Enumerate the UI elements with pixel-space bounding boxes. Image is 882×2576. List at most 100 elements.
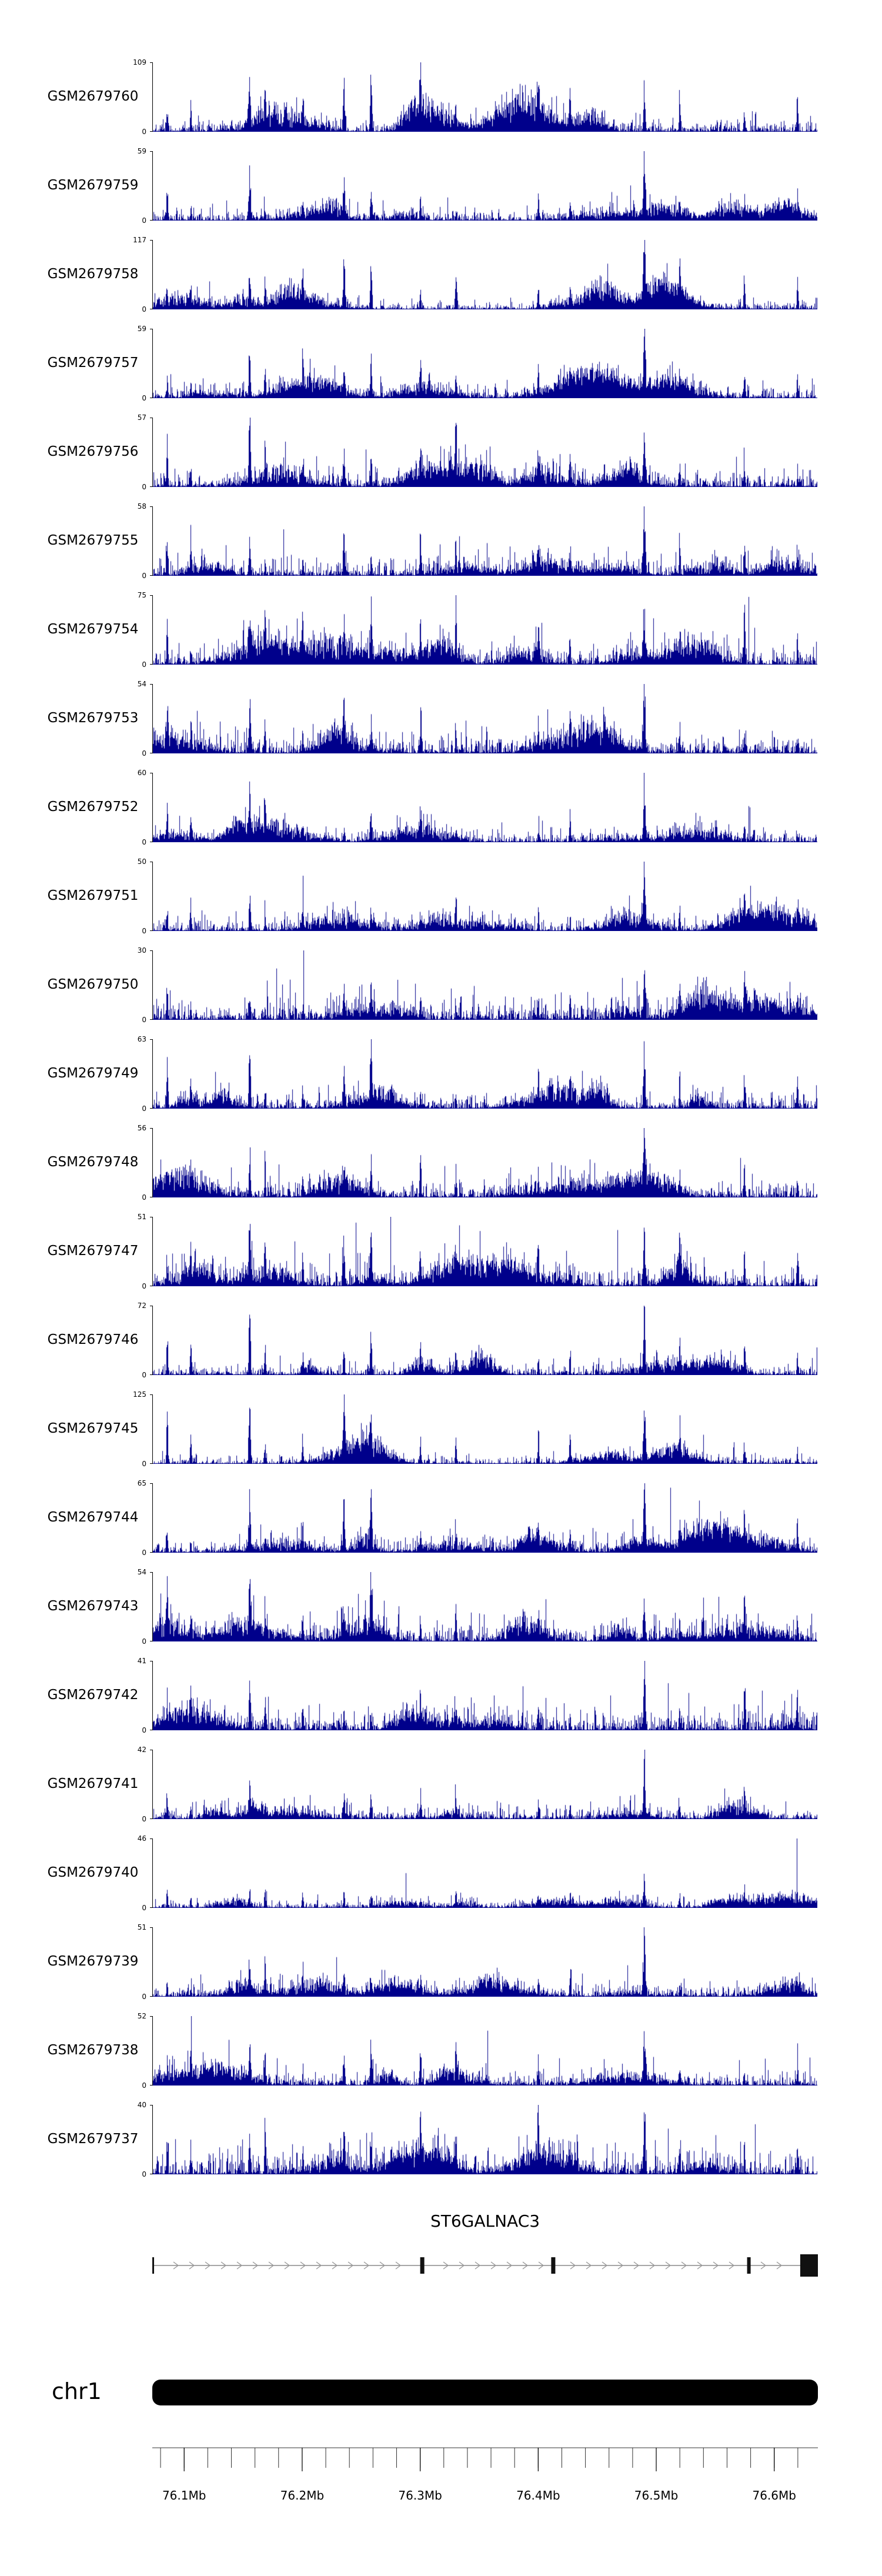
track-plot-area: 57 0 <box>138 413 818 491</box>
y-axis-max-label: 60 <box>137 769 146 777</box>
y-axis-top-tick <box>150 151 152 152</box>
track-plot-area: 54 0 <box>138 1568 818 1646</box>
y-axis-line <box>152 862 153 931</box>
track-plot-area: 52 0 <box>138 2012 818 2090</box>
strand-arrow-icon <box>268 2261 275 2270</box>
y-axis-line <box>152 773 153 842</box>
y-axis-bottom-tick <box>150 220 152 221</box>
strand-arrow-icon <box>395 2261 402 2270</box>
track-plot-area: 46 0 <box>138 1834 818 1912</box>
sample-track-label: GSM2679756 <box>47 444 139 459</box>
y-axis-max-label: 41 <box>137 1657 146 1665</box>
coverage-signal-canvas <box>153 1750 817 1819</box>
strand-arrow-icon <box>252 2261 259 2270</box>
strand-arrow-icon <box>681 2261 687 2270</box>
y-axis-line <box>152 2016 153 2086</box>
data-track-row: GSM2679753 54 0 <box>0 680 882 773</box>
y-axis-line <box>152 1572 153 1641</box>
strand-arrow-icon <box>300 2261 306 2270</box>
strand-arrow-icon <box>348 2261 354 2270</box>
y-axis-max-label: 51 <box>137 1923 146 1931</box>
y-axis-zero-label: 0 <box>142 1282 146 1290</box>
y-axis-max-label: 30 <box>137 946 146 955</box>
y-axis-bottom-tick <box>150 1463 152 1464</box>
y-axis-top-tick <box>150 2016 152 2017</box>
coverage-signal-canvas <box>153 862 817 931</box>
axis-tick-label: 76.5Mb <box>634 2488 678 2502</box>
y-axis-line <box>152 240 153 309</box>
y-axis-line <box>152 1217 153 1286</box>
strand-arrow-icon <box>475 2261 481 2270</box>
y-axis-line <box>152 684 153 753</box>
track-plot-area: 72 0 <box>138 1302 818 1379</box>
y-axis-max-label: 58 <box>137 502 146 510</box>
strand-arrow-icon <box>363 2261 370 2270</box>
y-axis-line <box>152 1838 153 1908</box>
gene-exon <box>420 2257 425 2274</box>
sample-track-label: GSM2679757 <box>47 355 139 371</box>
data-track-row: GSM2679755 58 0 <box>0 502 882 595</box>
track-plot-area: 54 0 <box>138 680 818 758</box>
track-plot-area: 59 0 <box>138 147 818 225</box>
data-track-row: GSM2679739 51 0 <box>0 1923 882 2016</box>
data-track-row: GSM2679741 42 0 <box>0 1746 882 1838</box>
y-axis-max-label: 56 <box>137 1124 146 1132</box>
track-plot-area: 41 0 <box>138 1657 818 1734</box>
coverage-signal-canvas <box>153 595 817 665</box>
data-track-row: GSM2679758 117 0 <box>0 236 882 329</box>
strand-arrow-icon <box>665 2261 671 2270</box>
strand-arrow-icon <box>633 2261 640 2270</box>
y-axis-line <box>152 2105 153 2174</box>
y-axis-zero-label: 0 <box>142 305 146 313</box>
sample-track-label: GSM2679740 <box>47 1865 139 1880</box>
sample-track-label: GSM2679750 <box>47 977 139 992</box>
y-axis-top-tick <box>150 595 152 596</box>
y-axis-max-label: 65 <box>137 1479 146 1487</box>
y-axis-max-label: 117 <box>133 236 146 244</box>
coverage-signal-canvas <box>153 1483 817 1553</box>
y-axis-top-tick <box>150 1927 152 1928</box>
gene-exon <box>747 2257 751 2274</box>
strand-arrow-icon <box>236 2261 243 2270</box>
y-axis-bottom-tick <box>150 575 152 576</box>
axis-tick-label: 76.4Mb <box>516 2488 560 2502</box>
sample-track-label: GSM2679754 <box>47 622 139 637</box>
data-track-row: GSM2679744 65 0 <box>0 1479 882 1572</box>
strand-arrow-icon <box>522 2261 529 2270</box>
y-axis-line <box>152 1039 153 1109</box>
track-plot-area: 59 0 <box>138 325 818 402</box>
strand-arrow-icon <box>586 2261 592 2270</box>
y-axis-top-tick <box>150 1838 152 1839</box>
strand-arrow-icon <box>490 2261 497 2270</box>
strand-arrow-icon <box>776 2261 783 2270</box>
strand-arrow-icon <box>205 2261 211 2270</box>
y-axis-max-label: 59 <box>137 147 146 155</box>
axis-tick-label: 76.3Mb <box>398 2488 442 2502</box>
track-plot-area: 63 0 <box>138 1035 818 1113</box>
coverage-signal-canvas <box>153 329 817 398</box>
y-axis-line <box>152 1306 153 1375</box>
y-axis-zero-label: 0 <box>142 1460 146 1468</box>
y-axis-zero-label: 0 <box>142 1993 146 2001</box>
y-axis-bottom-tick <box>150 1818 152 1819</box>
strand-arrow-icon <box>379 2261 386 2270</box>
y-axis-line <box>152 329 153 398</box>
y-axis-top-tick <box>150 1572 152 1573</box>
y-axis-bottom-tick <box>150 2085 152 2086</box>
y-axis-zero-label: 0 <box>142 1371 146 1379</box>
sample-track-label: GSM2679751 <box>47 888 139 903</box>
coverage-signal-canvas <box>153 418 817 487</box>
gene-exon <box>800 2254 818 2277</box>
y-axis-line <box>152 1394 153 1464</box>
y-axis-zero-label: 0 <box>142 2081 146 2090</box>
strand-arrow-icon <box>316 2261 322 2270</box>
track-plot-area: 51 0 <box>138 1923 818 2001</box>
chromosome-label: chr1 <box>52 2378 102 2404</box>
data-track-row: GSM2679742 41 0 <box>0 1657 882 1750</box>
y-axis-bottom-tick <box>150 1108 152 1109</box>
sample-track-label: GSM2679743 <box>47 1599 139 1614</box>
data-track-row: GSM2679743 54 0 <box>0 1568 882 1661</box>
strand-arrow-icon <box>570 2261 576 2270</box>
y-axis-top-tick <box>150 950 152 951</box>
y-axis-zero-label: 0 <box>142 1549 146 1557</box>
